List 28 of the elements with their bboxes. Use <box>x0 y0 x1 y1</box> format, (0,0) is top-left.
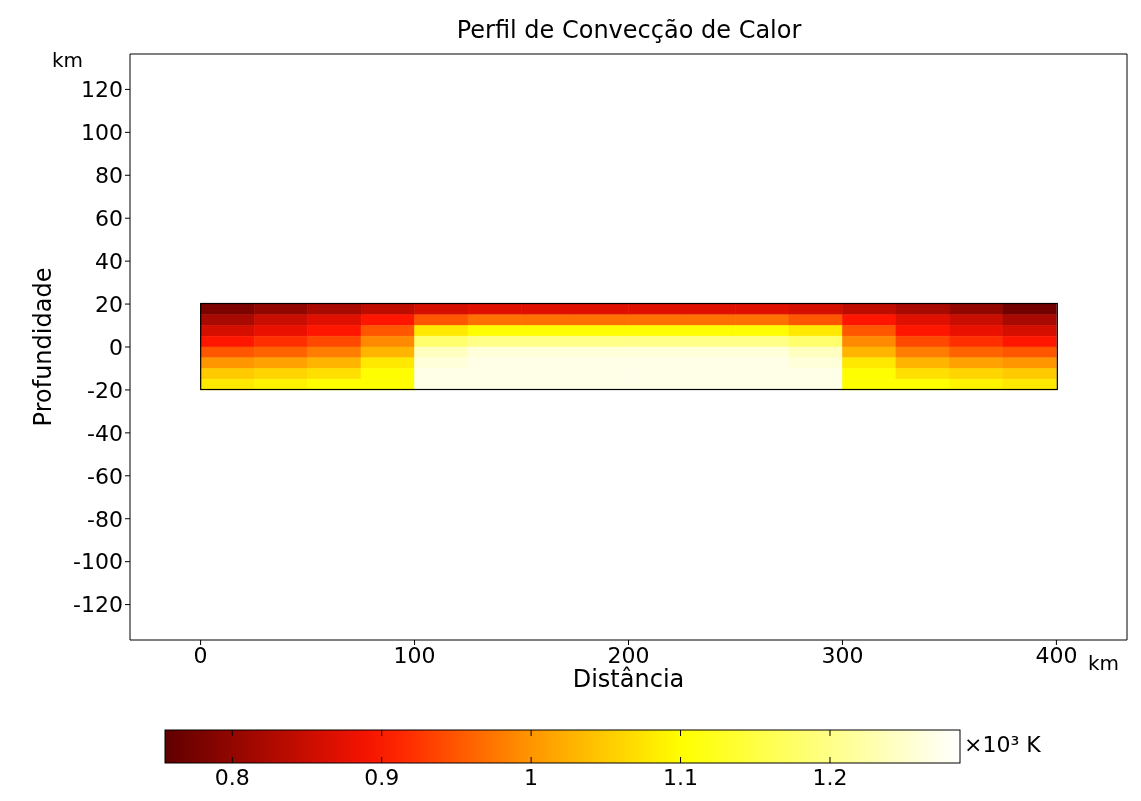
y-tick-label: -120 <box>73 592 123 618</box>
color-bar-title: ×10³ K <box>964 732 1042 757</box>
y-tick-label: 40 <box>95 248 123 274</box>
y-tick-label: -40 <box>87 420 123 446</box>
x-tick-label: 0 <box>193 642 208 668</box>
color-bar-label: 1.2 <box>812 765 848 790</box>
x-tick-label: 300 <box>821 642 864 668</box>
y-tick-label: -20 <box>87 377 123 403</box>
x-tick-label: 100 <box>393 642 436 668</box>
color-bar-label: 1.1 <box>663 765 699 790</box>
x-axis-title: Distância <box>572 665 685 694</box>
x-tick-label: 400 <box>1035 642 1078 668</box>
y-tick-label: 120 <box>81 77 123 103</box>
y-tick-label: 100 <box>81 120 123 146</box>
y-tick-label: -100 <box>73 549 123 575</box>
y-axis-title: Profundidade <box>28 267 57 427</box>
y-tick-label: 20 <box>95 291 123 317</box>
y-tick-label: 60 <box>95 206 123 232</box>
y-tick-label: -60 <box>87 463 123 489</box>
y-tick-label: 80 <box>95 163 123 189</box>
color-bar-label: 0.9 <box>364 765 400 790</box>
y-tick-label: 0 <box>109 334 123 360</box>
text: km <box>1088 651 1120 675</box>
chart-title: Perfil de Convecção de Calor <box>455 16 803 44</box>
text: km <box>52 48 84 72</box>
color-bar-label: 1 <box>524 765 539 790</box>
color-bar-label: 0.8 <box>214 765 250 790</box>
y-tick-label: -80 <box>87 506 123 532</box>
